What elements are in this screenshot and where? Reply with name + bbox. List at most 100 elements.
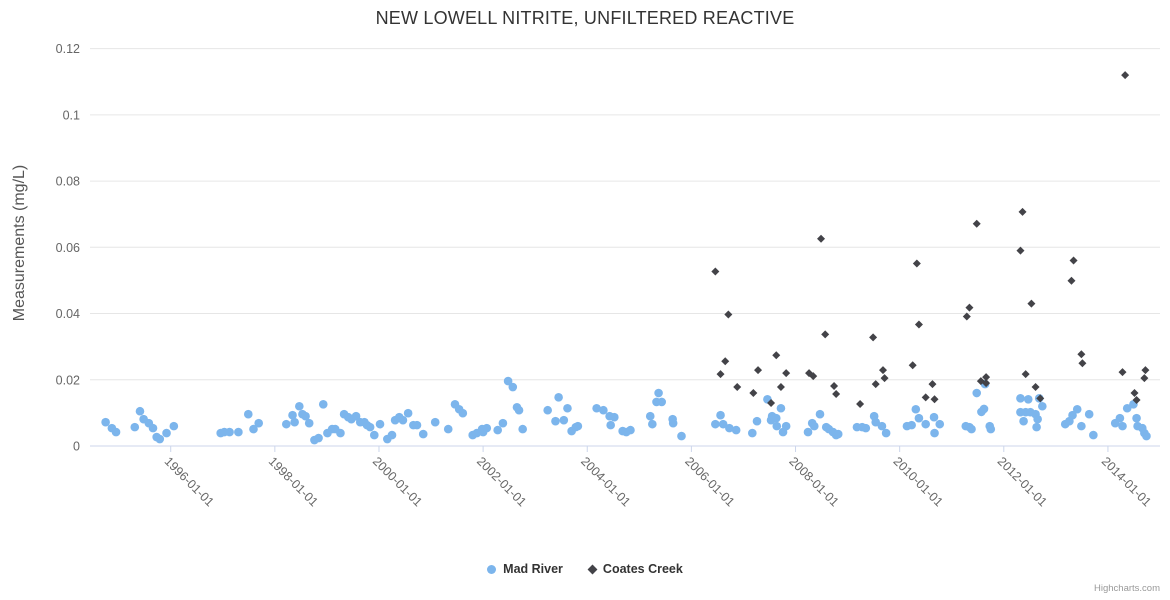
data-point-coates-creek[interactable] <box>982 379 991 388</box>
data-point-mad-river[interactable] <box>803 427 813 437</box>
data-point-coates-creek[interactable] <box>921 393 930 402</box>
data-point-coates-creek[interactable] <box>871 380 880 389</box>
data-point-mad-river[interactable] <box>809 421 819 431</box>
data-point-mad-river[interactable] <box>1023 395 1033 404</box>
data-point-mad-river[interactable] <box>111 427 121 437</box>
data-point-mad-river[interactable] <box>155 434 165 444</box>
data-point-mad-river[interactable] <box>606 420 615 430</box>
data-point-mad-river[interactable] <box>877 421 887 431</box>
data-point-mad-river[interactable] <box>412 420 422 430</box>
data-point-mad-river[interactable] <box>725 423 734 433</box>
data-point-mad-river[interactable] <box>1077 421 1086 431</box>
data-point-mad-river[interactable] <box>430 417 440 427</box>
data-point-coates-creek[interactable] <box>817 234 826 243</box>
data-point-mad-river[interactable] <box>592 403 601 413</box>
data-point-mad-river[interactable] <box>482 423 492 433</box>
data-point-mad-river[interactable] <box>1033 414 1042 424</box>
data-point-mad-river[interactable] <box>907 420 916 430</box>
data-point-mad-river[interactable] <box>967 424 976 434</box>
data-point-mad-river[interactable] <box>508 382 518 392</box>
data-point-coates-creek[interactable] <box>749 389 758 398</box>
data-point-mad-river[interactable] <box>657 397 667 407</box>
data-point-mad-river[interactable] <box>871 417 881 427</box>
data-point-coates-creek[interactable] <box>1078 359 1087 368</box>
data-point-coates-creek[interactable] <box>721 357 730 366</box>
data-point-coates-creek[interactable] <box>724 310 733 319</box>
data-point-mad-river[interactable] <box>518 424 527 434</box>
data-point-coates-creek[interactable] <box>880 374 889 383</box>
data-point-mad-river[interactable] <box>1019 416 1028 426</box>
legend-item-coates-creek[interactable]: Coates Creek <box>587 562 683 576</box>
data-point-coates-creek[interactable] <box>716 370 725 379</box>
data-point-mad-river[interactable] <box>752 416 762 426</box>
data-point-coates-creek[interactable] <box>930 395 939 404</box>
data-point-mad-river[interactable] <box>503 376 513 386</box>
data-point-coates-creek[interactable] <box>1141 366 1150 375</box>
data-point-mad-river[interactable] <box>610 412 619 422</box>
data-point-coates-creek[interactable] <box>754 366 763 375</box>
data-point-mad-river[interactable] <box>225 427 234 437</box>
data-point-mad-river[interactable] <box>318 399 328 409</box>
data-point-mad-river[interactable] <box>731 425 741 435</box>
data-point-mad-river[interactable] <box>169 421 179 431</box>
data-point-coates-creek[interactable] <box>772 351 781 360</box>
data-point-mad-river[interactable] <box>493 425 502 435</box>
data-point-mad-river[interactable] <box>677 431 686 441</box>
data-point-coates-creek[interactable] <box>1121 71 1130 80</box>
data-point-coates-creek[interactable] <box>912 259 921 268</box>
data-point-coates-creek[interactable] <box>908 361 917 370</box>
data-point-mad-river[interactable] <box>929 412 939 422</box>
data-point-mad-river[interactable] <box>254 418 264 428</box>
data-point-mad-river[interactable] <box>403 408 413 418</box>
data-point-mad-river[interactable] <box>443 424 453 434</box>
data-point-coates-creek[interactable] <box>1130 389 1139 398</box>
data-point-mad-river[interactable] <box>101 417 110 427</box>
data-point-mad-river[interactable] <box>234 427 243 437</box>
data-point-mad-river[interactable] <box>418 429 428 439</box>
data-point-coates-creek[interactable] <box>1140 374 1149 383</box>
data-point-mad-river[interactable] <box>243 409 253 419</box>
data-point-coates-creek[interactable] <box>776 383 785 392</box>
data-point-coates-creek[interactable] <box>733 383 742 392</box>
data-point-mad-river[interactable] <box>551 416 560 426</box>
data-point-coates-creek[interactable] <box>965 303 974 312</box>
data-point-mad-river[interactable] <box>301 411 310 421</box>
data-point-mad-river[interactable] <box>554 393 563 402</box>
data-point-coates-creek[interactable] <box>972 219 981 228</box>
data-point-mad-river[interactable] <box>626 425 635 435</box>
data-point-mad-river[interactable] <box>711 419 720 429</box>
data-point-mad-river[interactable] <box>718 419 728 429</box>
data-point-mad-river[interactable] <box>1132 413 1141 423</box>
data-point-mad-river[interactable] <box>543 405 552 415</box>
data-point-mad-river[interactable] <box>290 417 299 427</box>
data-point-mad-river[interactable] <box>979 404 989 414</box>
data-point-coates-creek[interactable] <box>711 267 720 276</box>
data-point-mad-river[interactable] <box>771 413 781 423</box>
data-point-mad-river[interactable] <box>1038 401 1047 411</box>
data-point-coates-creek[interactable] <box>809 372 818 381</box>
data-point-mad-river[interactable] <box>563 403 572 413</box>
data-point-mad-river[interactable] <box>921 419 930 429</box>
data-point-coates-creek[interactable] <box>914 320 923 329</box>
data-point-mad-river[interactable] <box>645 411 655 421</box>
data-point-mad-river[interactable] <box>573 421 583 431</box>
data-point-mad-river[interactable] <box>599 405 608 415</box>
data-point-coates-creek[interactable] <box>869 333 878 342</box>
data-point-mad-river[interactable] <box>914 413 924 423</box>
data-point-mad-river[interactable] <box>369 430 379 440</box>
data-point-mad-river[interactable] <box>815 409 825 419</box>
data-point-coates-creek[interactable] <box>1016 246 1025 255</box>
data-point-mad-river[interactable] <box>281 419 291 429</box>
data-point-mad-river[interactable] <box>1032 422 1041 432</box>
data-point-coates-creek[interactable] <box>830 382 839 391</box>
data-point-coates-creek[interactable] <box>1077 350 1086 359</box>
data-point-mad-river[interactable] <box>304 418 314 428</box>
data-point-mad-river[interactable] <box>972 388 982 398</box>
data-point-mad-river[interactable] <box>458 408 468 418</box>
data-point-mad-river[interactable] <box>135 406 145 416</box>
data-point-mad-river[interactable] <box>351 411 361 421</box>
data-point-mad-river[interactable] <box>398 415 408 425</box>
data-point-coates-creek[interactable] <box>878 366 887 375</box>
data-point-mad-river[interactable] <box>654 388 663 398</box>
data-point-mad-river[interactable] <box>387 430 397 440</box>
